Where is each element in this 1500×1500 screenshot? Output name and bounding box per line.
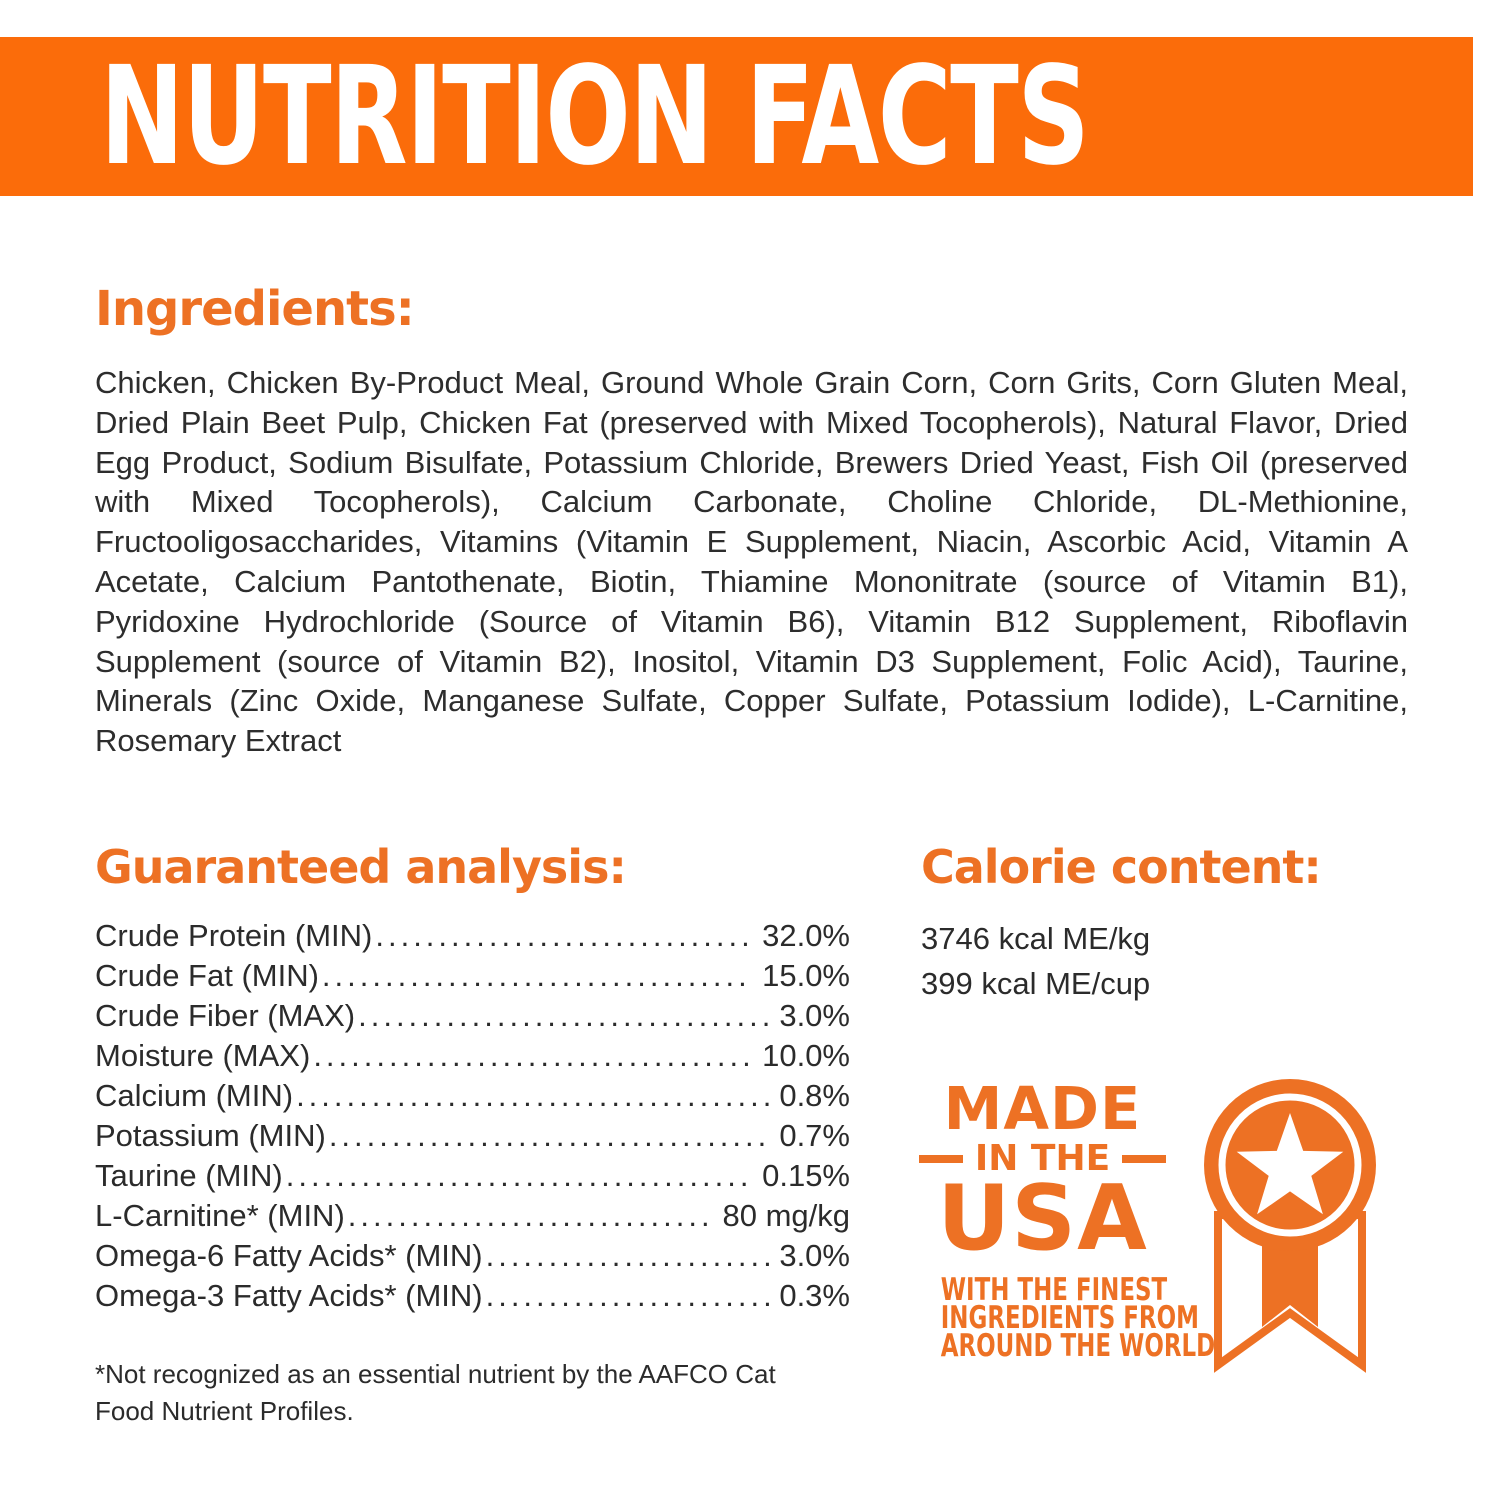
nutrient-label: Taurine (MIN) xyxy=(95,1158,283,1193)
nutrient-label: Potassium (MIN) xyxy=(95,1118,326,1153)
table-row: Calcium (MIN) 0.8% xyxy=(95,1078,850,1118)
table-row: Potassium (MIN) 0.7% xyxy=(95,1118,850,1158)
nutrient-label: Omega-6 Fatty Acids* (MIN) xyxy=(95,1238,483,1273)
nutrient-label: L-Carnitine* (MIN) xyxy=(95,1198,345,1233)
table-row: Crude Protein (MIN) 32.0% xyxy=(95,918,850,958)
nutrient-value: 3.0% xyxy=(779,1238,850,1273)
ingredients-heading: Ingredients: xyxy=(95,281,415,337)
made-in-usa-text: MADE IN THE USA WITH THE FINEST INGREDIE… xyxy=(905,1074,1216,1364)
guaranteed-analysis-table: Crude Protein (MIN) 32.0% Crude Fat (MIN… xyxy=(95,918,850,1318)
nutrient-label: Calcium (MIN) xyxy=(95,1078,294,1113)
badge-made-label: MADE xyxy=(943,1074,1142,1143)
page-title: NUTRITION FACTS xyxy=(100,37,1090,196)
nutrient-value: 32.0% xyxy=(762,918,850,953)
guaranteed-analysis-heading: Guaranteed analysis: xyxy=(95,840,627,894)
table-row: Crude Fiber (MAX) 3.0% xyxy=(95,998,850,1038)
nutrient-value: 0.15% xyxy=(762,1158,850,1193)
calorie-line-cup: 399 kcal ME/cup xyxy=(921,966,1151,1001)
nutrient-value: 0.3% xyxy=(779,1278,850,1313)
calorie-content-heading: Calorie content: xyxy=(921,840,1322,894)
nutrient-value: 15.0% xyxy=(762,958,850,993)
nutrient-value: 0.7% xyxy=(779,1118,850,1153)
dotted-leader xyxy=(329,1118,770,1154)
table-row: Taurine (MIN) 0.15% xyxy=(95,1158,850,1198)
guaranteed-analysis-section: Guaranteed analysis: Crude Protein (MIN)… xyxy=(95,840,850,1430)
tagline-line: AROUND THE WORLD xyxy=(940,1328,1216,1364)
dotted-leader xyxy=(322,958,752,994)
nutrient-value: 3.0% xyxy=(779,998,850,1033)
tagline-line: WITH THE FINEST xyxy=(940,1272,1168,1308)
made-in-usa-badge: MADE IN THE USA WITH THE FINEST INGREDIE… xyxy=(905,1074,1410,1375)
dotted-leader xyxy=(313,1038,752,1074)
table-row: Omega-3 Fatty Acids* (MIN) 0.3% xyxy=(95,1278,850,1318)
calorie-content-section: Calorie content: 3746 kcal ME/kg 399 kca… xyxy=(921,840,1401,1006)
badge-taglines: WITH THE FINEST INGREDIENTS FROM AROUND … xyxy=(905,1272,1216,1364)
nutrient-value: 10.0% xyxy=(762,1038,850,1073)
nutrient-label: Crude Protein (MIN) xyxy=(95,918,373,953)
nutrient-label: Crude Fiber (MAX) xyxy=(95,998,356,1033)
award-ribbon-medal-icon xyxy=(1204,1079,1376,1373)
dotted-leader xyxy=(358,998,769,1034)
nutrient-label: Moisture (MAX) xyxy=(95,1038,311,1073)
nutrient-label: Crude Fat (MIN) xyxy=(95,958,319,993)
nutrient-value: 0.8% xyxy=(779,1078,850,1113)
ingredients-text: Chicken, Chicken By-Product Meal, Ground… xyxy=(95,365,1408,759)
badge-in-the-row: IN THE xyxy=(905,1140,1180,1178)
badge-in-the-label: IN THE xyxy=(974,1138,1111,1179)
dash-left xyxy=(918,1155,963,1163)
table-row: Omega-6 Fatty Acids* (MIN) 3.0% xyxy=(95,1238,850,1278)
dotted-leader xyxy=(486,1238,770,1274)
dotted-leader xyxy=(375,918,752,954)
medal-star-icon xyxy=(1236,1113,1344,1215)
dash-right xyxy=(1122,1155,1167,1163)
dotted-leader xyxy=(286,1158,752,1194)
table-row: L-Carnitine* (MIN) 80 mg/kg xyxy=(95,1198,850,1238)
dotted-leader xyxy=(486,1278,770,1314)
calorie-line-kg: 3746 kcal ME/kg xyxy=(921,921,1151,956)
dotted-leader xyxy=(296,1078,769,1114)
badge-usa-label: USA xyxy=(937,1166,1148,1271)
table-row: Crude Fat (MIN) 15.0% xyxy=(95,958,850,998)
table-row: Moisture (MAX) 10.0% xyxy=(95,1038,850,1078)
nutrient-value: 80 mg/kg xyxy=(722,1198,850,1233)
aafco-footnote: *Not recognized as an essential nutrient… xyxy=(95,1359,776,1426)
nutrient-label: Omega-3 Fatty Acids* (MIN) xyxy=(95,1278,483,1313)
dotted-leader xyxy=(348,1198,713,1234)
header-banner: NUTRITION FACTS xyxy=(0,37,1473,196)
